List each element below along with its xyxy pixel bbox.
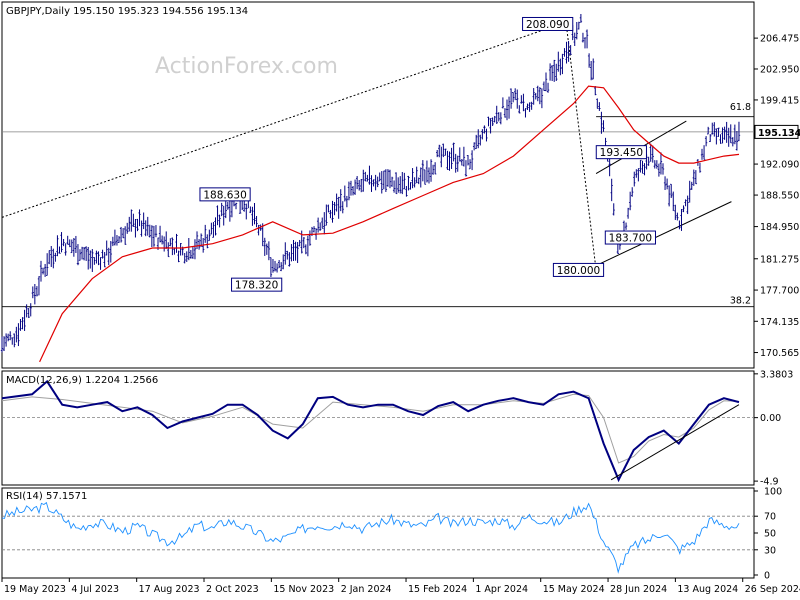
last-price-box (754, 124, 799, 139)
macd-y-tick-label: 3.3803 (760, 369, 793, 380)
x-tick-label: 13 Aug 2024 (677, 584, 738, 595)
rsi-y-tick-label: 0 (764, 571, 770, 582)
watermark: ActionForex.com (155, 54, 338, 79)
macd-chart: 3.3803 0.00 -4.9 (1, 369, 793, 488)
x-tick-label: 15 Feb 2024 (408, 584, 467, 595)
price-y-tick-label: 170.565 (760, 348, 799, 359)
rsi-y-tick-label: 100 (764, 487, 782, 498)
price-title: GBPJPY,Daily 195.150 195.323 194.556 195… (6, 6, 248, 17)
fib-level-label: 61.8 (730, 102, 751, 113)
rsi-y-tick-label: 30 (764, 545, 776, 556)
price-label-box (595, 145, 647, 160)
price-y-tick-label: 188.550 (760, 191, 799, 202)
macd-y-tick-label: 0.00 (760, 413, 781, 424)
trend-line (595, 201, 732, 267)
price-label: 188.630 (203, 189, 246, 201)
macd-trend-line (610, 404, 740, 481)
price-chart: 206.475202.950199.415195.765192.090188.5… (0, 13, 800, 363)
price-label: 180.000 (557, 265, 600, 277)
last-price-label: 195.134 (758, 128, 800, 139)
rsi-panel-frame (1, 487, 755, 579)
macd-line (1, 379, 740, 483)
price-label-box (522, 16, 574, 31)
price-label-box (199, 187, 251, 202)
rsi-title: RSI(14) 57.1571 (6, 491, 87, 502)
x-tick-label: 4 Jul 2023 (71, 584, 119, 595)
x-tick-label: 1 Apr 2024 (475, 584, 528, 595)
price-y-tick-label: 202.950 (760, 64, 799, 75)
price-bars (0, 13, 741, 353)
price-label: 208.090 (526, 19, 569, 31)
trend-line (1, 21, 567, 218)
x-tick-label: 19 May 2023 (4, 584, 66, 595)
price-label-box (231, 277, 283, 292)
signal-line (1, 393, 740, 464)
price-y-tick-label: 192.090 (760, 160, 799, 171)
macd-panel-frame (1, 370, 755, 486)
rsi-line (1, 501, 740, 574)
x-tick-label: 26 Sep 2024 (745, 584, 800, 595)
x-axis: 19 May 2023 4 Jul 2023 17 Aug 2023 2 Oct 20… (1, 578, 800, 595)
price-label-box (604, 230, 656, 245)
price-y-tick-label: 181.275 (760, 254, 799, 265)
macd-title: MACD(12,26,9) 1.2204 1.2566 (6, 375, 158, 386)
macd-y-tick-label: -4.9 (760, 477, 779, 488)
price-label: 183.700 (609, 233, 652, 245)
price-label: 178.320 (235, 280, 278, 292)
x-tick-label: 15 May 2024 (543, 584, 605, 595)
price-y-tick-label: 177.700 (760, 286, 799, 297)
x-tick-label: 17 Aug 2023 (139, 584, 200, 595)
trend-line (565, 22, 597, 270)
rsi-chart: 100 70 50 30 0 (1, 487, 782, 582)
price-label: 193.450 (600, 147, 643, 159)
price-label-box (552, 262, 605, 277)
fib-level-label: 38.2 (730, 296, 751, 307)
price-y-tick-label: 174.135 (760, 317, 799, 328)
price-panel-frame (1, 1, 755, 369)
x-tick-label: 2 Oct 2023 (206, 584, 259, 595)
sma-line (39, 85, 740, 363)
price-y-tick-label: 199.415 (760, 95, 799, 106)
rsi-y-tick-label: 50 (764, 529, 776, 540)
price-y-tick-label: 206.475 (760, 34, 799, 45)
price-y-tick-label: 184.950 (760, 222, 799, 233)
x-tick-label: 2 Jan 2024 (341, 584, 392, 595)
x-tick-label: 15 Nov 2023 (273, 584, 334, 595)
x-tick-label: 28 Jun 2024 (610, 584, 667, 595)
rsi-y-tick-label: 70 (764, 512, 776, 523)
